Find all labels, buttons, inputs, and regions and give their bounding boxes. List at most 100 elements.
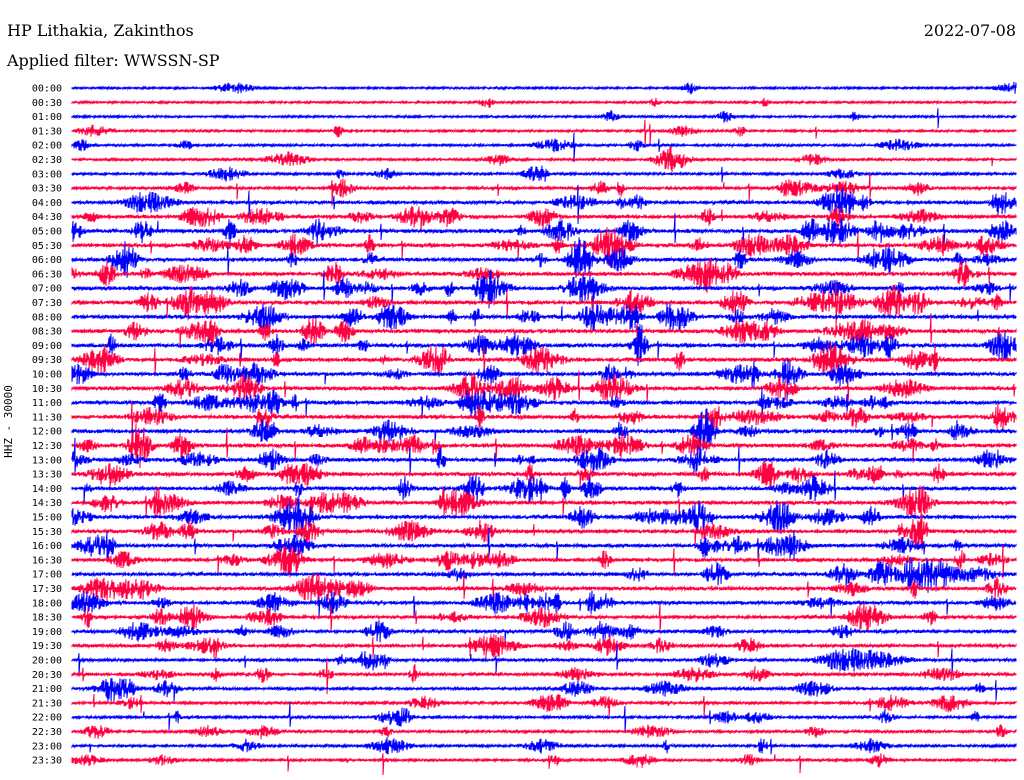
trace-0330 [71, 172, 1017, 206]
row-label: 19:30 [32, 641, 62, 652]
row-label: 20:30 [32, 670, 62, 681]
trace-1400 [71, 470, 1017, 504]
row-label: 01:30 [32, 126, 62, 137]
trace-1200 [71, 408, 1017, 451]
row-label: 23:30 [32, 756, 62, 767]
trace-0030 [71, 97, 1017, 108]
row-label: 13:30 [32, 470, 62, 481]
trace-0530 [71, 226, 1017, 266]
row-label: 08:30 [32, 327, 62, 338]
row-label: 12:00 [32, 427, 62, 438]
row-label: 14:00 [32, 484, 62, 495]
trace-2130 [71, 693, 1017, 719]
row-label: 19:00 [32, 627, 62, 638]
row-label: 08:00 [32, 312, 62, 323]
row-label: 06:00 [32, 255, 62, 266]
trace-0830 [71, 313, 1017, 349]
trace-2300 [71, 737, 1017, 755]
trace-1000 [71, 358, 1017, 402]
trace-0900 [71, 324, 1017, 366]
station-title: HP Lithakia, Zakinthos [7, 21, 194, 40]
row-label: 00:00 [32, 84, 62, 95]
row-label: 10:00 [32, 370, 62, 381]
trace-1600 [71, 527, 1017, 563]
trace-0800 [71, 303, 1017, 332]
row-label: 18:00 [32, 598, 62, 609]
trace-1800 [71, 590, 1017, 619]
trace-0000 [71, 81, 1017, 95]
row-label: 21:30 [32, 698, 62, 709]
trace-2000 [71, 644, 1017, 676]
trace-2230 [71, 724, 1017, 740]
trace-1830 [71, 602, 1017, 634]
row-label: 23:00 [32, 741, 62, 752]
row-label: 11:00 [32, 398, 62, 409]
trace-0500 [71, 213, 1017, 247]
trace-1330 [71, 457, 1017, 489]
row-label: 07:30 [32, 298, 62, 309]
trace-0730 [71, 282, 1017, 328]
trace-1930 [71, 634, 1017, 659]
row-label: 15:30 [32, 527, 62, 538]
trace-2100 [71, 678, 1017, 703]
row-label: 09:00 [32, 341, 62, 352]
trace-2200 [71, 701, 1017, 733]
trace-1430 [71, 485, 1017, 520]
date-label: 2022-07-08 [923, 21, 1016, 40]
row-label: 06:30 [32, 269, 62, 280]
row-label: 05:00 [32, 227, 62, 238]
trace-1700 [71, 557, 1017, 593]
row-label: 02:30 [32, 155, 62, 166]
row-label: 04:00 [32, 198, 62, 209]
trace-0200 [71, 132, 1017, 163]
row-label: 03:30 [32, 184, 62, 195]
trace-0430 [71, 205, 1017, 233]
trace-0400 [71, 184, 1017, 224]
row-label: 16:30 [32, 555, 62, 566]
trace-2030 [71, 658, 1017, 695]
trace-0100 [71, 108, 1017, 129]
row-label: 14:30 [32, 498, 62, 509]
row-label: 17:00 [32, 570, 62, 581]
trace-1130 [71, 401, 1017, 436]
trace-1230 [71, 423, 1017, 469]
row-label: 17:30 [32, 584, 62, 595]
trace-0630 [71, 257, 1017, 293]
row-label: 20:00 [32, 656, 62, 667]
trace-1900 [71, 620, 1017, 643]
row-label: 22:00 [32, 713, 62, 724]
trace-0930 [71, 342, 1017, 378]
trace-1730 [71, 572, 1017, 604]
trace-0300 [71, 165, 1017, 183]
trace-1030 [71, 370, 1017, 406]
row-label: 21:00 [32, 684, 62, 695]
trace-1500 [71, 496, 1017, 538]
row-label: 01:00 [32, 112, 62, 123]
row-label: 15:00 [32, 513, 62, 524]
row-label: 22:30 [32, 727, 62, 738]
filter-label: Applied filter: WWSSN-SP [7, 51, 220, 70]
row-label: 16:00 [32, 541, 62, 552]
row-label: 12:30 [32, 441, 62, 452]
row-label: 13:00 [32, 455, 62, 466]
row-label: 18:30 [32, 613, 62, 624]
trace-0230 [71, 145, 1017, 173]
row-label: 10:30 [32, 384, 62, 395]
row-label: 09:30 [32, 355, 62, 366]
trace-1630 [71, 544, 1017, 579]
trace-2330 [71, 753, 1017, 776]
row-label: 02:00 [32, 141, 62, 152]
row-label: 04:30 [32, 212, 62, 223]
trace-1300 [71, 437, 1017, 477]
trace-0700 [71, 269, 1017, 313]
trace-1530 [71, 513, 1017, 551]
row-label: 05:30 [32, 241, 62, 252]
trace-0130 [71, 119, 1017, 148]
trace-0600 [71, 237, 1017, 278]
row-label: 11:30 [32, 412, 62, 423]
row-label: 03:00 [32, 169, 62, 180]
trace-1100 [71, 387, 1017, 423]
row-label: 07:00 [32, 284, 62, 295]
row-label: 00:30 [32, 98, 62, 109]
